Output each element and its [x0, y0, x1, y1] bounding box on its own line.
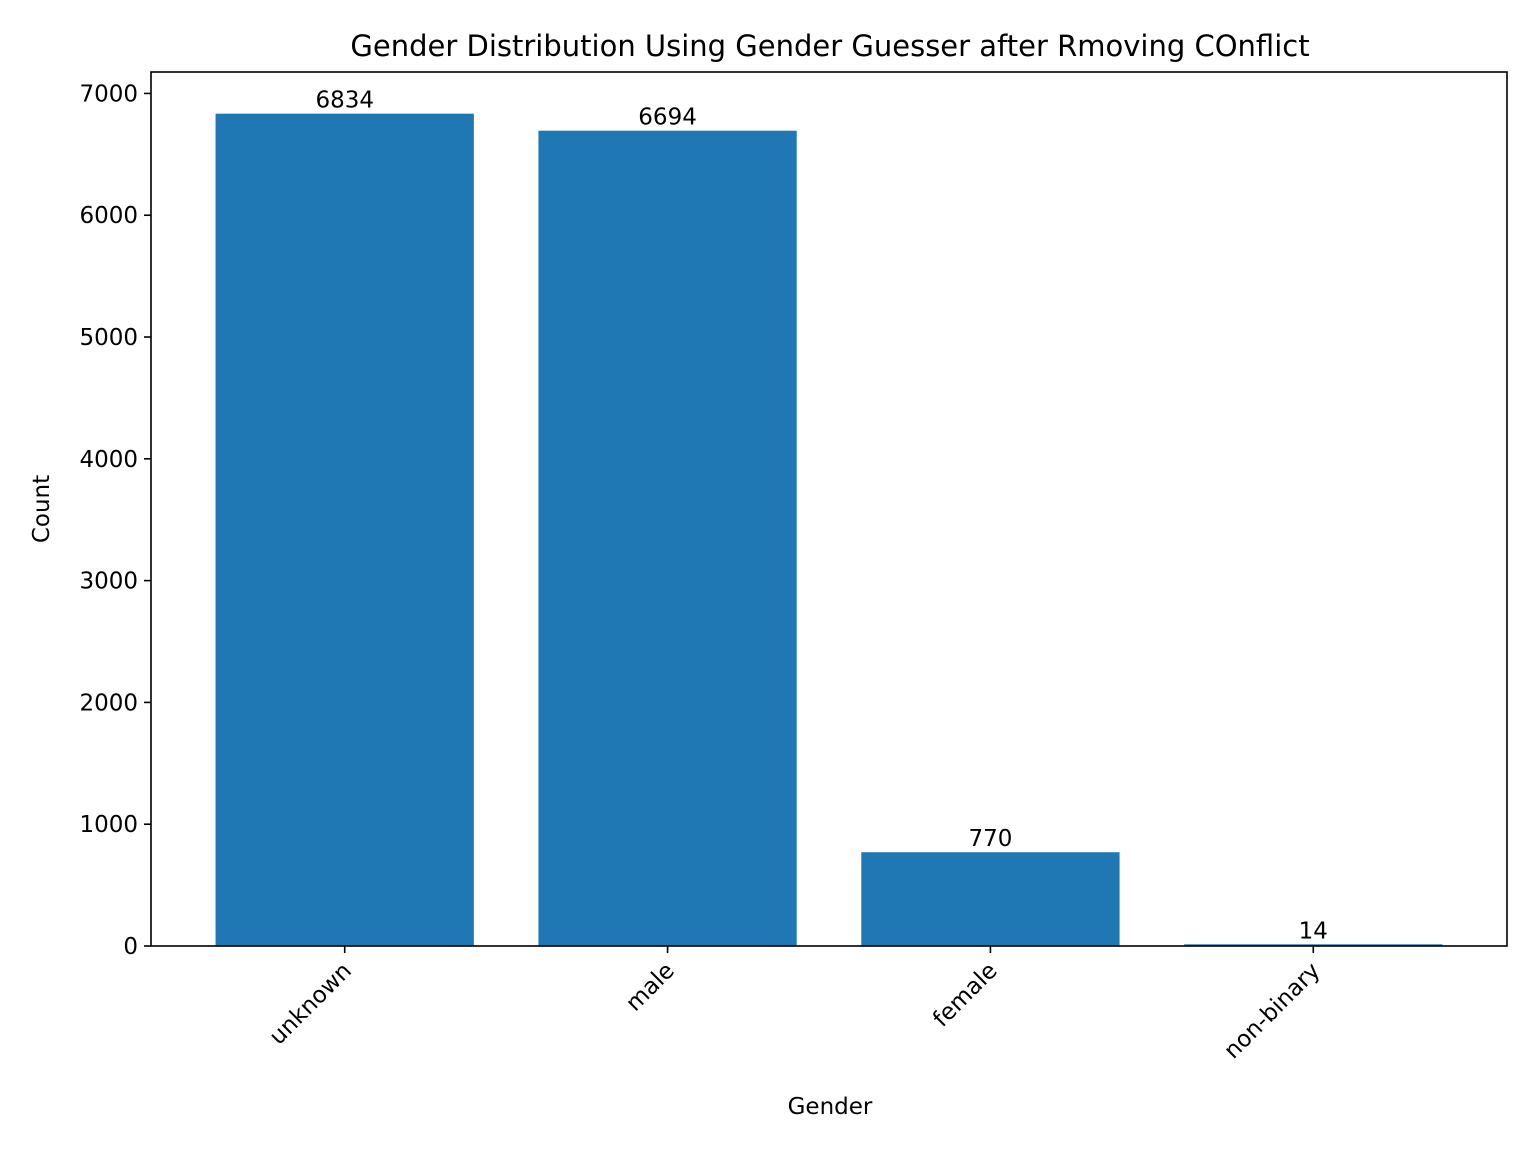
bar-unknown: [215, 113, 474, 946]
bar-labels-group: 6834 6694 770 14: [315, 88, 1327, 945]
y-tick-label: 5000: [79, 325, 138, 351]
y-tick-label: 6000: [79, 203, 138, 229]
bar-male: [538, 130, 797, 946]
y-tick-label: 0: [123, 934, 138, 960]
bar-female: [861, 852, 1120, 946]
chart-title: Gender Distribution Using Gender Guesser…: [350, 29, 1309, 63]
y-tick-label: 1000: [79, 812, 138, 838]
x-tick-label-female: female: [928, 958, 1002, 1032]
y-tick-label: 3000: [79, 569, 138, 595]
bar-value-label-non-binary: 14: [1299, 918, 1328, 944]
plot-frame: [150, 71, 1508, 947]
bars-group: [215, 113, 1443, 946]
bar-value-label-male: 6694: [638, 105, 697, 131]
x-axis-ticks: unknown male female non-binary: [265, 946, 1326, 1064]
y-tick-label: 7000: [79, 81, 138, 107]
y-tick-label: 2000: [79, 690, 138, 716]
x-tick-label-male: male: [621, 958, 680, 1017]
x-axis-label: Gender: [788, 1094, 873, 1120]
y-tick-label: 4000: [79, 447, 138, 473]
bar-value-label-female: 770: [968, 826, 1012, 852]
y-axis-ticks: 0 1000 2000 3000 4000 5000 6000 7000: [79, 81, 151, 960]
bar-non-binary: [1184, 944, 1443, 946]
bar-value-label-unknown: 6834: [315, 88, 374, 114]
y-axis-label: Count: [29, 475, 55, 543]
x-tick-label-non-binary: non-binary: [1219, 958, 1325, 1064]
x-tick-label-unknown: unknown: [265, 958, 357, 1050]
